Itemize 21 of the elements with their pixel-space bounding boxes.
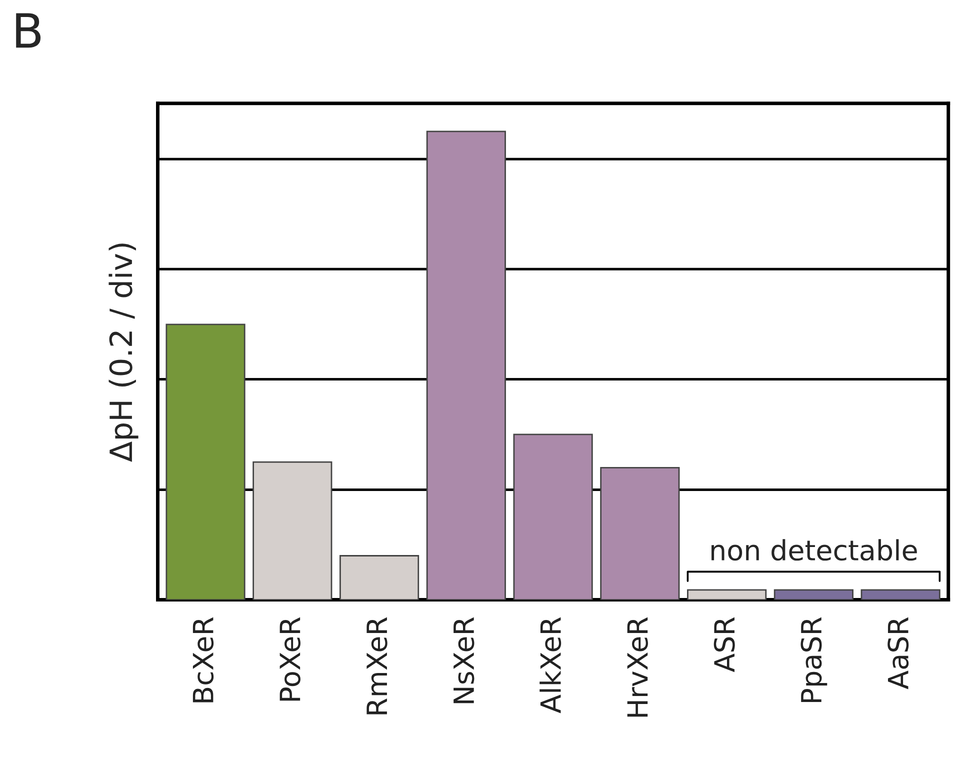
bar (166, 324, 246, 600)
x-tick-label: BcXeR (192, 617, 214, 702)
bar (426, 130, 506, 600)
x-tick-label: NsXeR (454, 617, 474, 704)
x-tick-label: PpaSR (800, 617, 828, 702)
bar (774, 589, 854, 600)
bar (513, 434, 593, 600)
x-tick-label: RmXeR (366, 617, 388, 714)
x-tick-label: AlkXeR (540, 617, 562, 714)
bar (600, 467, 680, 600)
annotation: non detectable (712, 539, 917, 561)
x-tick-label: ASR (714, 617, 735, 672)
x-tick-label: HrvXeR (627, 617, 648, 717)
bar (687, 589, 767, 600)
bar (252, 461, 332, 600)
x-tick-label: PoXeR (280, 617, 300, 701)
bar (339, 555, 420, 600)
bar (860, 589, 940, 600)
text: B (16, 13, 41, 48)
y-axis-title: ΔpH (0.2 / div) (108, 244, 138, 462)
x-tick-label: AaSR (888, 617, 909, 690)
